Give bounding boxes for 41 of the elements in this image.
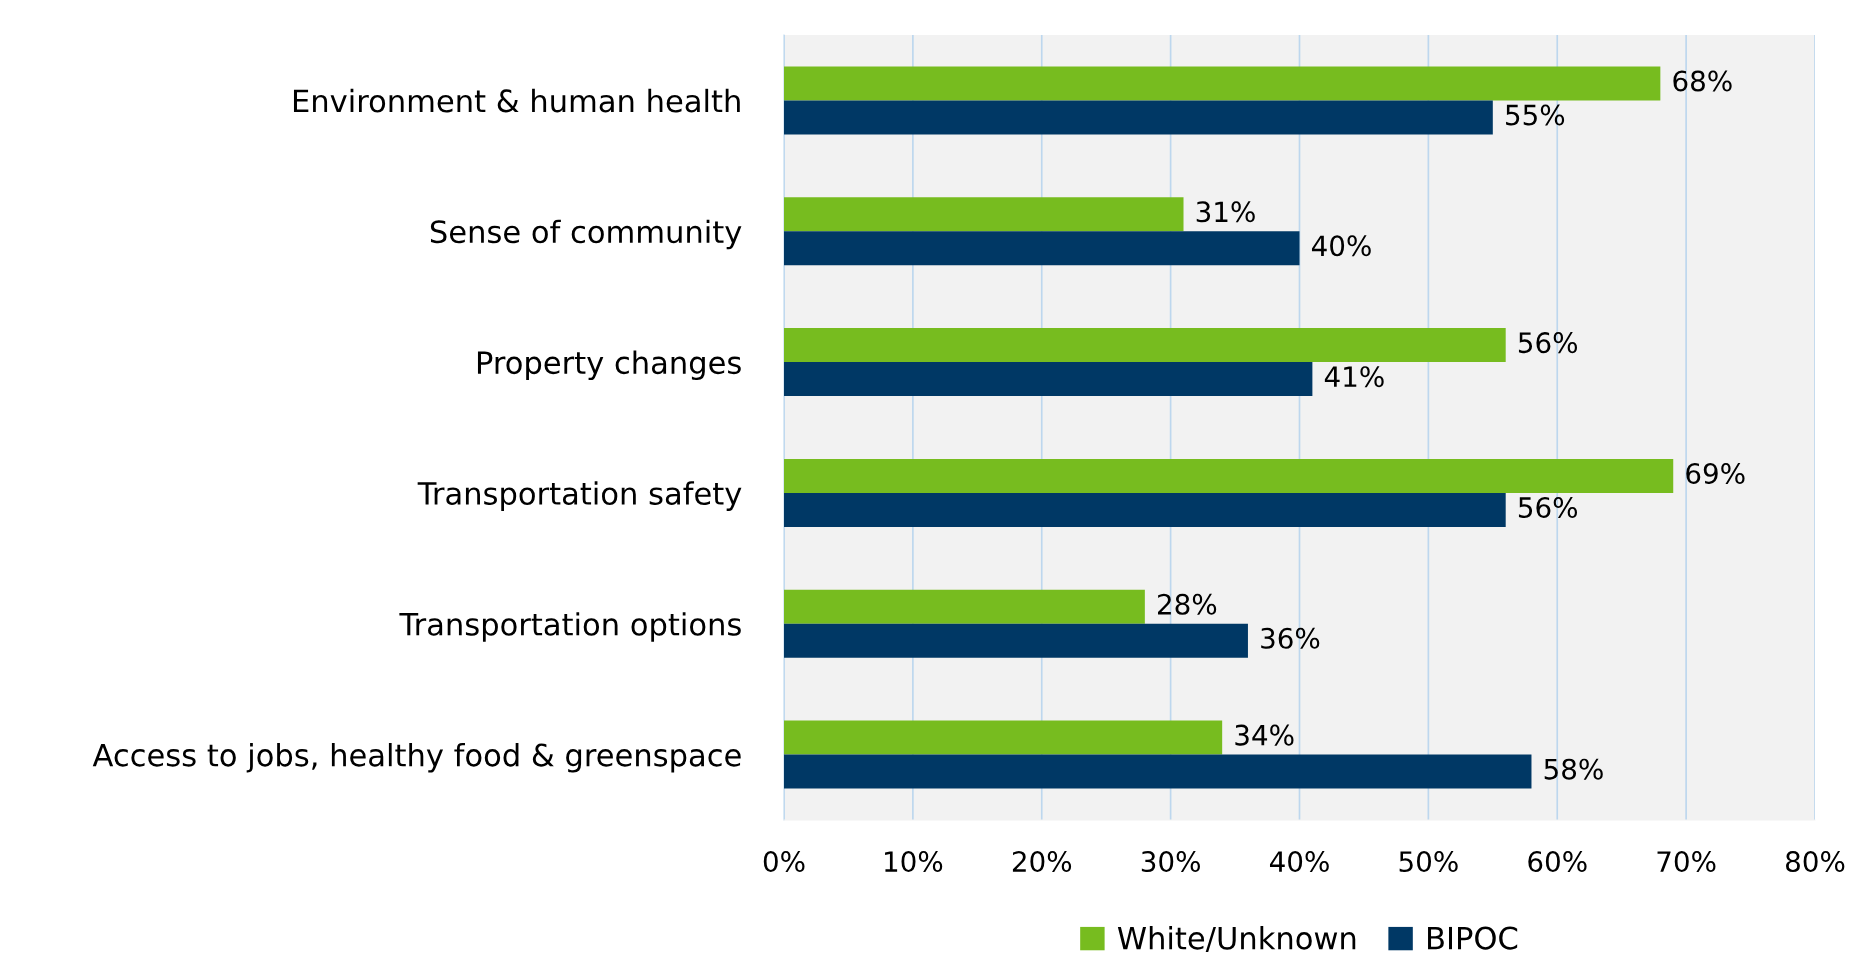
data-label: 41% — [1324, 366, 1384, 388]
y-tick-label: Environment & human health — [293, 88, 740, 113]
bar — [784, 589, 1145, 624]
data-label: 56% — [1518, 332, 1578, 354]
bar — [784, 197, 1184, 232]
bar — [784, 458, 1674, 493]
x-tick-label: 50% — [1399, 851, 1458, 873]
y-tick-label: Access to jobs, healthy food & greenspace — [92, 742, 741, 773]
y-tick-label: Transportation options — [399, 612, 741, 642]
legend-label: BIPOC — [1428, 926, 1518, 950]
y-tick-label: Transportation safety — [417, 481, 742, 511]
bar — [784, 720, 1223, 755]
bar — [784, 328, 1506, 363]
data-label: 28% — [1158, 593, 1217, 615]
x-tick-label: 40% — [1269, 851, 1329, 873]
data-label: 34% — [1235, 724, 1294, 746]
y-tick-label: Property changes — [477, 350, 741, 381]
bar — [784, 754, 1532, 789]
bar — [784, 66, 1661, 101]
data-label: 36% — [1261, 627, 1320, 649]
x-tick-label: 70% — [1657, 851, 1716, 873]
data-label: 69% — [1686, 462, 1745, 484]
x-tick-label: 60% — [1528, 851, 1587, 873]
x-tick-label: 10% — [885, 851, 943, 873]
data-label: 31% — [1196, 201, 1255, 223]
x-tick-label: 20% — [1012, 851, 1072, 873]
x-tick-label: 80% — [1786, 851, 1845, 873]
data-label: 55% — [1506, 104, 1565, 126]
legend-label: White/Unknown — [1117, 926, 1356, 953]
bar — [784, 492, 1506, 527]
data-label: 68% — [1673, 70, 1732, 92]
data-label: 56% — [1518, 496, 1578, 518]
y-tick-label: Sense of community — [430, 219, 742, 250]
data-label: 58% — [1544, 758, 1603, 780]
x-tick-label: 0% — [763, 851, 805, 873]
bar — [784, 100, 1493, 135]
bar — [784, 231, 1300, 266]
x-tick-label: 30% — [1141, 851, 1200, 873]
data-label: 40% — [1311, 235, 1371, 257]
bar — [784, 623, 1248, 658]
bar — [784, 362, 1313, 397]
